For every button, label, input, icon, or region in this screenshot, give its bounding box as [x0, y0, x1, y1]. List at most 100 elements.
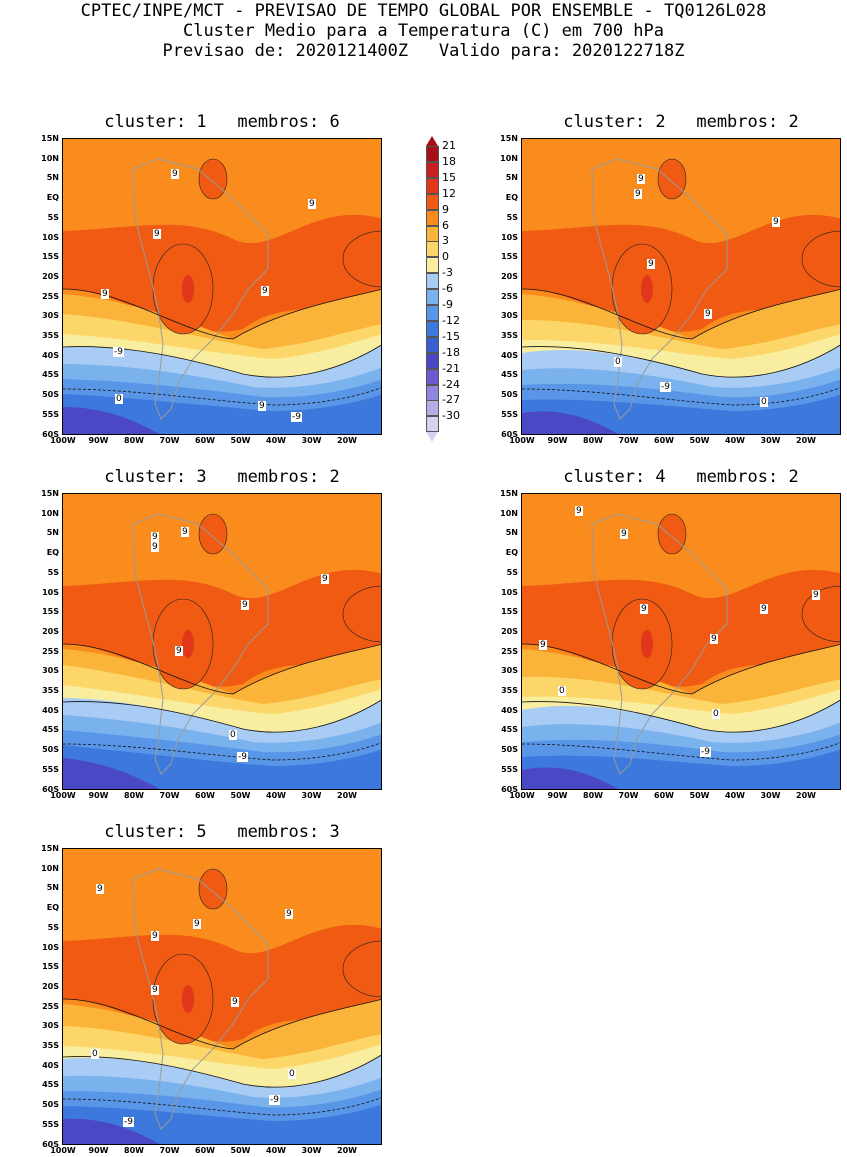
colorbar-extend-top — [426, 136, 438, 146]
lat-tick-label: 50S — [501, 745, 518, 755]
contour-label: 9 — [151, 542, 159, 552]
colorbar-label: 21 — [442, 139, 456, 152]
colorbar-swatch — [426, 416, 439, 433]
contour-minus-9 — [522, 742, 840, 761]
lon-tick-label: 20W — [796, 791, 816, 800]
map-panel: 9 9 9 9 9 9 0 0 -9 -9 — [62, 848, 382, 1145]
contour-label: 9 — [171, 169, 179, 179]
contour-label: 0 — [558, 686, 566, 696]
lat-tick-label: 20S — [42, 271, 59, 281]
lat-tick-label: 20S — [42, 626, 59, 636]
colorbar-swatch — [426, 193, 439, 210]
colorbar-swatch — [426, 225, 439, 242]
lat-tick-label: 10N — [41, 508, 59, 518]
lat-tick-label: 30S — [42, 666, 59, 676]
contour-label: 0 — [229, 730, 237, 740]
lon-tick-label: 60W — [654, 436, 674, 445]
lon-tick-label: 20W — [796, 436, 816, 445]
lat-tick-label: EQ — [505, 193, 518, 203]
temperature-band — [63, 758, 160, 789]
map-panel: 9 9 9 9 9 9 0 -9 — [62, 493, 382, 790]
lat-tick-label: 55S — [42, 1119, 59, 1129]
lat-tick-label: 10N — [500, 153, 518, 163]
lat-tick-label: 60S — [501, 429, 518, 439]
temperature-field — [63, 494, 381, 789]
contour-label: 9 — [101, 289, 109, 299]
contour-0 — [63, 1054, 381, 1088]
colorbar-swatch — [426, 209, 439, 226]
lat-tick-label: 30S — [501, 311, 518, 321]
contour-label: 9 — [151, 931, 159, 941]
contour-label: 9 — [634, 189, 642, 199]
colorbar-swatch — [426, 241, 439, 258]
warm-region — [198, 868, 228, 910]
lon-tick-label: 30W — [301, 1146, 322, 1155]
contour-label: 9 — [181, 527, 189, 537]
contour-label: 9 — [231, 997, 239, 1007]
contour-minus-9 — [522, 387, 840, 406]
colorbar-swatch — [426, 320, 439, 337]
contour-label: 9 — [308, 199, 316, 209]
contour-9 — [522, 643, 840, 695]
contour-label: -9 — [237, 752, 248, 762]
lon-tick-label: 90W — [88, 791, 109, 800]
lon-tick-label: 90W — [547, 791, 568, 800]
lat-tick-label: 15S — [501, 252, 518, 262]
contour-label: 9 — [193, 919, 201, 929]
lon-tick-label: 70W — [618, 436, 639, 445]
contour-label: -9 — [291, 412, 302, 422]
temperature-band — [63, 569, 381, 687]
lon-tick-label: 40W — [725, 436, 745, 445]
warm-region — [801, 585, 840, 643]
colorbar-extend-bottom — [426, 432, 438, 443]
lat-tick-label: 60S — [42, 784, 59, 794]
lon-tick-label: 60W — [195, 436, 215, 445]
warm-region — [342, 940, 381, 998]
colorbar-swatch — [426, 177, 439, 194]
colorbar-label: 18 — [442, 154, 456, 168]
hot-core — [182, 985, 194, 1013]
colorbar-label: 15 — [442, 170, 456, 184]
colorbar-label: -24 — [442, 377, 460, 391]
coastline — [132, 868, 269, 1130]
contour-0 — [63, 699, 381, 733]
lat-tick-label: EQ — [46, 548, 59, 558]
temperature-band — [63, 214, 381, 332]
contour-label: -9 — [700, 747, 711, 757]
contour-label: 9 — [710, 634, 718, 644]
colorbar-label: -21 — [442, 361, 460, 375]
header-line-1: CPTEC/INPE/MCT - PREVISAO DE TEMPO GLOBA… — [80, 1, 767, 21]
lat-tick-label: 15S — [42, 252, 59, 262]
colorbar-swatch — [426, 384, 439, 401]
lat-tick-label: 15N — [41, 134, 59, 143]
lon-tick-label: 30W — [760, 791, 781, 800]
contour-label: 9 — [647, 259, 655, 269]
lat-tick-label: 40S — [501, 705, 518, 715]
lat-tick-label: 10S — [42, 942, 59, 952]
lat-tick-label: 45S — [42, 725, 59, 735]
contour-label: 0 — [115, 394, 123, 404]
lon-tick-label: 60W — [195, 1146, 215, 1155]
lat-tick-label: 5N — [505, 173, 518, 183]
lat-tick-label: 35S — [42, 686, 59, 695]
contour-label: 0 — [614, 357, 622, 367]
contour-label: 9 — [620, 529, 628, 539]
contour-label: 9 — [637, 174, 645, 184]
lon-tick-label: 70W — [159, 791, 180, 800]
contour-label: 9 — [575, 506, 583, 516]
lon-tick-label: 50W — [689, 436, 710, 445]
temperature-band — [522, 214, 840, 332]
colorbar-swatch — [426, 400, 439, 417]
lon-tick-label: 20W — [337, 791, 357, 800]
panel-title: cluster: 4 membros: 2 — [563, 467, 799, 487]
colorbar-swatch — [426, 146, 439, 162]
contour-minus-9 — [63, 387, 381, 406]
lat-tick-label: 25S — [501, 646, 518, 656]
colorbar-label: 3 — [442, 234, 449, 248]
lat-tick-label: 15S — [42, 962, 59, 972]
hot-core — [182, 630, 194, 658]
lat-tick-label: 15N — [500, 134, 518, 143]
lon-tick-label: 100W — [50, 436, 76, 445]
colorbar-label: -6 — [442, 282, 453, 296]
colorbar-label: -12 — [442, 313, 460, 327]
